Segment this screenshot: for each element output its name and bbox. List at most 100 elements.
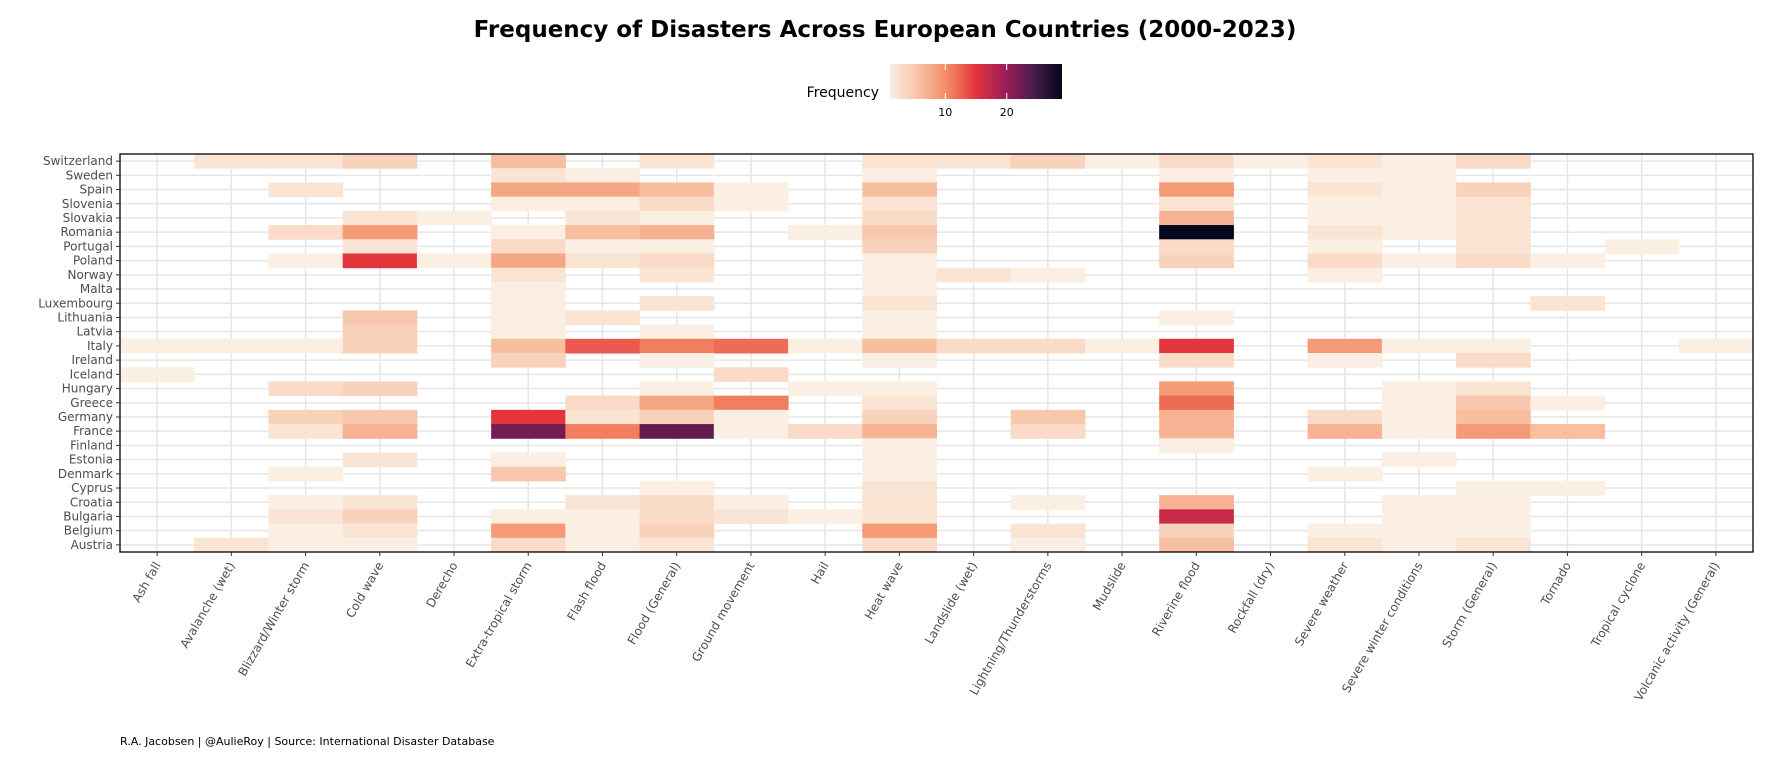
heatmap-cell [1456, 338, 1531, 354]
heatmap-cell [565, 168, 641, 183]
y-tick-label: Malta [80, 282, 113, 296]
heatmap-cell [268, 537, 344, 553]
x-tick-label: Flash flood [564, 560, 609, 623]
heatmap-cell [342, 509, 418, 525]
heatmap-cell [639, 324, 715, 340]
heatmap-cell [639, 353, 715, 368]
x-tick-label: Blizzard/Winter storm [235, 560, 312, 679]
x-tick-label: Ash fall [130, 560, 164, 605]
heatmap-cell [1159, 310, 1234, 326]
heatmap-cell [862, 225, 937, 240]
y-tick-label: Greece [70, 396, 113, 410]
heatmap-cell [1530, 424, 1606, 439]
heatmap-cell [1456, 353, 1531, 368]
x-tick-label: Rockfall (dry) [1225, 560, 1277, 636]
y-tick-label: Hungary [62, 382, 113, 396]
heatmap-cell [713, 395, 789, 411]
heatmap-cell [342, 225, 418, 240]
heatmap-cell [491, 253, 566, 269]
heatmap-cell [565, 409, 641, 425]
heatmap-cell [565, 196, 641, 212]
heatmap-cell [565, 310, 641, 326]
heatmap-cell [639, 225, 715, 240]
x-tick-label: Ground movement [689, 559, 758, 664]
heatmap-cell [1530, 395, 1606, 411]
heatmap-cell [1381, 509, 1457, 525]
heatmap-cell [713, 409, 789, 425]
heatmap-cell [1159, 168, 1234, 183]
x-tick-label: Mudslide [1090, 560, 1129, 613]
heatmap-cell [1456, 523, 1531, 539]
y-tick-label: Luxembourg [38, 296, 113, 310]
heatmap-cell [342, 338, 418, 354]
heatmap-cell [491, 225, 566, 240]
heatmap-cell [1604, 239, 1680, 254]
heatmap-cell [1159, 239, 1234, 254]
y-tick-label: Ireland [71, 353, 113, 367]
heatmap-cell [639, 523, 715, 539]
heatmap-cell [491, 523, 566, 539]
legend-colorbar [890, 64, 1062, 99]
heatmap-cell [1010, 424, 1086, 439]
heatmap-cell [713, 509, 789, 525]
heatmap-cell [1381, 452, 1457, 468]
heatmap-cell [491, 537, 566, 553]
heatmap-cell [268, 409, 344, 425]
heatmap-cell [1010, 523, 1086, 539]
heatmap-cell [936, 267, 1012, 283]
heatmap-cell [639, 182, 715, 198]
heatmap-cell [639, 296, 715, 311]
heatmap-cell [1159, 438, 1234, 453]
heatmap-cell [342, 495, 418, 510]
x-tick-label: Severe weather [1292, 559, 1351, 648]
heatmap-cell [342, 523, 418, 539]
heatmap-cell [639, 395, 715, 411]
y-tick-label: Iceland [70, 367, 113, 381]
heatmap-cell [1159, 523, 1234, 539]
heatmap-cell [862, 537, 937, 553]
heatmap-cell [1456, 210, 1531, 226]
heatmap-cell [194, 338, 269, 354]
heatmap-cell [862, 424, 937, 439]
y-tick-label: Austria [71, 538, 113, 552]
heatmap-cell [1456, 225, 1531, 240]
y-tick-label: Slovenia [62, 197, 113, 211]
y-tick-label: Italy [87, 339, 113, 353]
heatmap-cell [1010, 495, 1086, 510]
y-tick-label: Germany [58, 410, 113, 424]
heatmap-cell [1159, 196, 1234, 212]
heatmap-cell [268, 424, 344, 439]
heatmap-cell [565, 509, 641, 525]
heatmap-cell [268, 509, 344, 525]
heatmap-cell [1381, 381, 1457, 397]
heatmap-cell [491, 196, 566, 212]
chart-caption: R.A. Jacobsen | @AulieRoy | Source: Inte… [120, 735, 495, 748]
heatmap-cell [1159, 338, 1234, 354]
heatmap-cell [639, 239, 715, 254]
heatmap-cell [639, 424, 715, 439]
y-tick-label: Finland [70, 438, 113, 452]
heatmap-cell [565, 338, 641, 354]
heatmap-cell [1010, 154, 1086, 169]
heatmap-cell [491, 509, 566, 525]
heatmap-cell [120, 367, 195, 382]
heatmap-cell [713, 424, 789, 439]
plot-border [119, 153, 1754, 553]
x-tick-label: Heat wave [862, 560, 906, 622]
heatmap-cell [1381, 210, 1457, 226]
heatmap-cell [1381, 424, 1457, 439]
y-tick-label: Cyprus [71, 481, 113, 495]
heatmap-cell [1381, 154, 1457, 169]
heatmap-cell [936, 154, 1012, 169]
heatmap-cell [491, 324, 566, 340]
y-tick-label: Portugal [63, 239, 113, 253]
heatmap-cell [862, 523, 937, 539]
heatmap-cell [491, 182, 566, 198]
y-tick-label: Estonia [69, 453, 113, 467]
heatmap-cell [639, 537, 715, 553]
heatmap-cell [639, 154, 715, 169]
heatmap-cell [1381, 168, 1457, 183]
y-tick-label: Romania [61, 225, 113, 239]
heatmap-cells [120, 154, 1754, 553]
